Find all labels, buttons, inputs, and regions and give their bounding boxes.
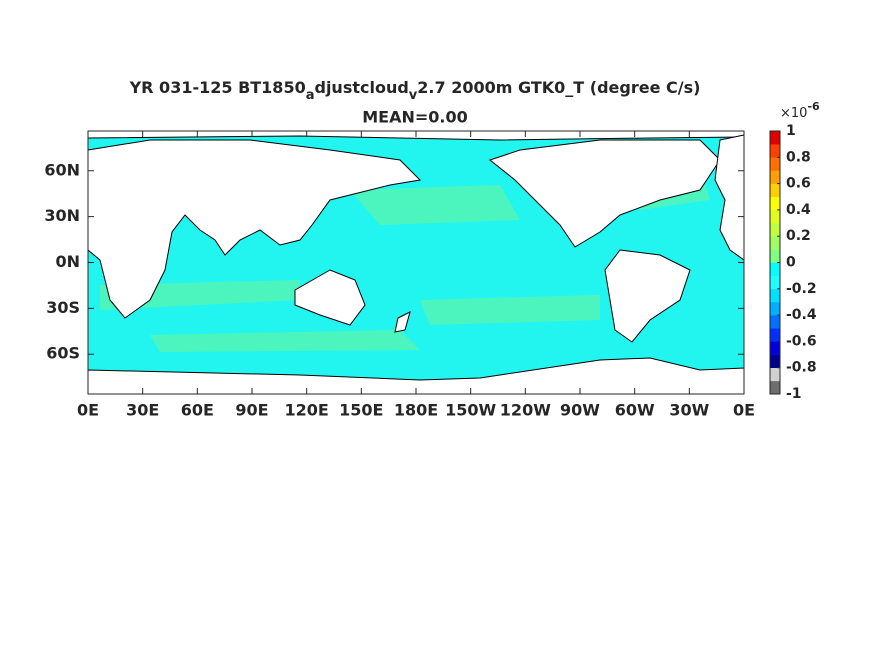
- colorbar-segment: [770, 341, 780, 355]
- x-tick-label: 90W: [560, 401, 600, 420]
- title-part: djustcloud: [314, 78, 408, 97]
- x-tick-label: 90E: [235, 401, 268, 420]
- multiplier: ×10: [780, 106, 807, 121]
- colorbar-segment: [770, 315, 780, 329]
- colorbar-tick-label: 1: [786, 123, 796, 139]
- chart-title: YR 031-125 BT1850adjustcloudv2.7 2000m G…: [129, 78, 701, 103]
- colorbar-segment: [770, 196, 780, 211]
- colorbar-segment: [770, 380, 780, 395]
- colorbar-tick-label: 0.2: [786, 228, 811, 244]
- colorbar-segment: [770, 328, 780, 342]
- title-part: YR 031-125 BT1850: [129, 78, 306, 97]
- title-part: 2.7 2000m GTK0_T (degree C/s): [417, 78, 700, 97]
- x-tick-label: 150E: [339, 401, 383, 420]
- colorbar-segment: [770, 288, 780, 303]
- colorbar-tick-label: -0.6: [786, 333, 817, 349]
- exponent: -6: [807, 100, 820, 113]
- colorbar-tick-label: -0.4: [786, 307, 817, 323]
- x-tick-label: 60E: [181, 401, 214, 420]
- title-part: v: [409, 88, 418, 103]
- colorbar: ×10-6 1 0.8 0.6 0.4 0.2 0 -0.2 -0.4 -0.6 -0.8 -1: [769, 100, 820, 402]
- title-part: a: [306, 88, 315, 103]
- colorbar-segment: [770, 249, 780, 263]
- y-tick-label: 30N: [44, 206, 80, 225]
- x-tick-label: 150W: [445, 401, 496, 420]
- y-tick-label: 30S: [46, 298, 80, 317]
- colorbar-segment: [770, 301, 780, 316]
- colorbar-segment: [770, 209, 780, 224]
- y-tick-label: 60S: [46, 344, 80, 363]
- colorbar-tick-label: 0.6: [786, 176, 811, 192]
- x-tick-label: 30E: [126, 401, 159, 420]
- x-tick-label: 30W: [669, 401, 709, 420]
- colorbar-tick-label: 0.8: [786, 149, 811, 165]
- colorbar-multiplier: ×10-6: [780, 100, 820, 121]
- x-tick-label: 60W: [615, 401, 655, 420]
- x-tick-label: 180E: [394, 401, 438, 420]
- colorbar-tick-label: -1: [786, 386, 802, 402]
- x-tick-label: 120W: [500, 401, 551, 420]
- colorbar-segment: [770, 354, 780, 368]
- map: [87, 130, 745, 395]
- colorbar-segment: [770, 131, 780, 145]
- colorbar-tick-label: -0.8: [786, 360, 817, 376]
- colorbar-tick-label: 0.4: [786, 202, 811, 218]
- colorbar-tick-label: -0.2: [786, 281, 817, 297]
- colorbar-segment: [770, 170, 780, 184]
- x-tick-label: 0E: [733, 401, 755, 420]
- x-tick-label: 120E: [285, 401, 329, 420]
- y-tick-label: 0N: [55, 252, 80, 271]
- colorbar-segment: [770, 275, 780, 290]
- x-tick-label: 0E: [77, 401, 99, 420]
- subtitle: MEAN=0.00: [362, 108, 468, 127]
- colorbar-segment: [770, 367, 780, 382]
- colorbar-segment: [770, 183, 780, 198]
- colorbar-segment: [770, 262, 780, 276]
- y-tick-label: 60N: [44, 160, 80, 179]
- colorbar-segment: [770, 144, 780, 158]
- colorbar-tick-label: 0: [786, 255, 796, 271]
- ocean-patches: [100, 170, 710, 352]
- colorbar-segment: [770, 223, 780, 237]
- colorbar-segment: [770, 157, 780, 171]
- colorbar-segment: [770, 236, 780, 250]
